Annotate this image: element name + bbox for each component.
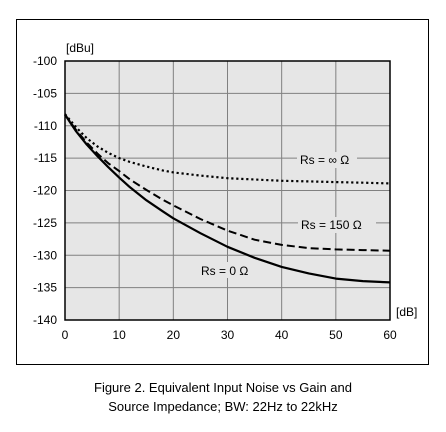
y-tick-label-3: -115: [34, 151, 57, 165]
x-tick-label-1: 10: [112, 328, 126, 342]
plot-border: [64, 60, 391, 321]
label-rs-inf-group: Rs = ∞ Ω: [297, 152, 357, 168]
x-tick-labels: 0 10 20 30 40 50 60: [62, 328, 397, 342]
x-tick-label-0: 0: [62, 328, 69, 342]
y-tick-label-5: -125: [33, 216, 57, 230]
x-tick-label-4: 40: [275, 328, 289, 342]
y-axis-label: [dBu]: [66, 41, 94, 55]
x-tick-label-5: 50: [329, 328, 343, 342]
label-rs-0: Rs = 0 Ω: [201, 264, 248, 278]
y-tick-labels: -100 -105 -110 -115 -120 -125 -130 -135 -140: [33, 54, 57, 327]
y-tick-label-6: -130: [33, 248, 57, 262]
y-tick-label-0: -100: [33, 54, 57, 68]
x-tick-label-3: 30: [221, 328, 235, 342]
label-rs-150: Rs = 150 Ω: [301, 218, 362, 232]
y-tick-label-1: -105: [33, 86, 57, 100]
x-tick-label-2: 20: [167, 328, 181, 342]
series-lines: [64, 113, 391, 284]
caption-line-2: Source Impedance; BW: 22Hz to 22kHz: [108, 399, 338, 414]
y-tick-label-4: -120: [33, 184, 57, 198]
label-rs-inf: Rs = ∞ Ω: [300, 153, 349, 167]
figure-frame: [16, 19, 429, 365]
series-line-dotted: [64, 113, 391, 185]
figure-caption: Figure 2. Equivalent Input Noise vs Gain…: [0, 378, 446, 416]
series-line-solid: [64, 114, 391, 284]
series-line-dashed: [64, 114, 391, 252]
y-tick-label-7: -135: [33, 281, 57, 295]
x-axis-label: [dB]: [396, 305, 417, 319]
label-rs-150-group: Rs = 150 Ω: [298, 217, 376, 233]
x-tick-label-6: 60: [383, 328, 397, 342]
y-tick-label-8: -140: [33, 313, 57, 327]
label-rs-0-group: Rs = 0 Ω: [198, 262, 254, 278]
y-tick-label-2: -110: [34, 119, 57, 133]
caption-line-1: Figure 2. Equivalent Input Noise vs Gain…: [94, 380, 352, 395]
